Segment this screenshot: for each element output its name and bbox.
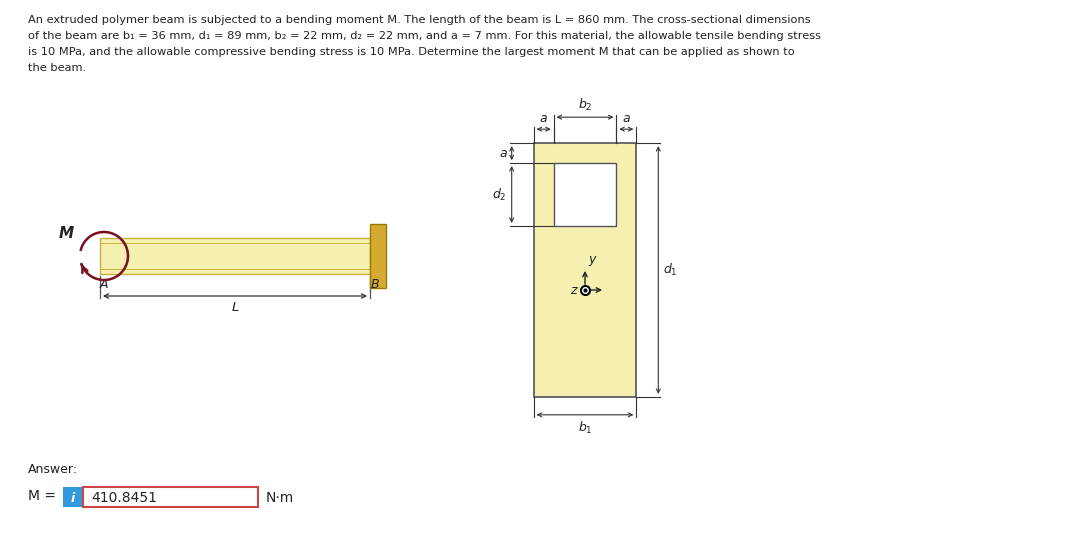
Text: is 10 MPa, and the allowable compressive bending stress is 10 MPa. Determine the: is 10 MPa, and the allowable compressive… <box>28 47 795 57</box>
Text: A: A <box>100 278 108 291</box>
Text: 410.8451: 410.8451 <box>91 491 157 505</box>
Text: i: i <box>71 491 76 504</box>
Bar <box>63 487 83 507</box>
Text: z: z <box>570 283 577 296</box>
Text: a: a <box>499 147 507 160</box>
Text: the beam.: the beam. <box>28 63 86 73</box>
Text: y: y <box>588 253 595 266</box>
Text: L: L <box>231 301 239 314</box>
Text: $d_1$: $d_1$ <box>663 262 678 278</box>
Text: a: a <box>622 112 630 125</box>
Text: Answer:: Answer: <box>28 463 78 476</box>
Text: N·m: N·m <box>266 491 294 505</box>
Text: M =: M = <box>28 489 56 503</box>
Bar <box>100 238 370 274</box>
Text: B: B <box>372 278 380 291</box>
Bar <box>534 143 636 397</box>
Text: $d_2$: $d_2$ <box>492 186 507 203</box>
Text: An extruded polymer beam is subjected to a bending moment M. The length of the b: An extruded polymer beam is subjected to… <box>28 15 811 25</box>
Text: of the beam are b₁ = 36 mm, d₁ = 89 mm, b₂ = 22 mm, d₂ = 22 mm, and a = 7 mm. Fo: of the beam are b₁ = 36 mm, d₁ = 89 mm, … <box>28 31 821 41</box>
Text: $b_2$: $b_2$ <box>578 97 592 113</box>
Text: a: a <box>540 112 548 125</box>
Text: M: M <box>59 226 75 242</box>
Bar <box>370 224 386 288</box>
Text: $b_1$: $b_1$ <box>578 420 592 436</box>
Bar <box>83 487 258 507</box>
Bar <box>554 163 617 226</box>
